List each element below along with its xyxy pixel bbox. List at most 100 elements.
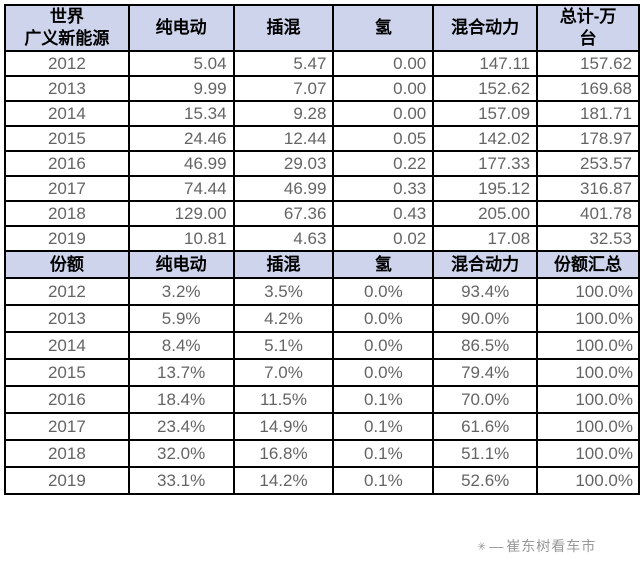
value-cell: 0.0% <box>332 331 435 361</box>
value-cell: 14.9% <box>232 412 335 442</box>
value-cell: 10.81 <box>127 225 235 253</box>
value-cell: 79.4% <box>432 358 539 388</box>
table-row: 2015 13.7% 7.0% 0.0% 79.4% 100.0% <box>4 358 640 388</box>
value-cell: 5.9% <box>127 304 235 334</box>
column-header: 纯电动 <box>127 3 235 53</box>
watermark-text: 崔东树看车市 <box>506 538 597 554</box>
value-cell: 12.44 <box>232 125 335 153</box>
value-cell: 100.0% <box>536 412 640 442</box>
value-cell: 0.1% <box>332 439 435 469</box>
value-cell: 51.1% <box>432 439 539 469</box>
value-cell: 100.0% <box>536 385 640 415</box>
value-cell: 100.0% <box>536 304 640 334</box>
value-cell: 86.5% <box>432 331 539 361</box>
value-cell: 100.0% <box>536 277 640 307</box>
value-cell: 0.22 <box>332 150 435 178</box>
year-cell: 2013 <box>4 304 130 334</box>
value-cell: 0.00 <box>332 75 435 103</box>
value-cell: 0.02 <box>332 225 435 253</box>
value-cell: 4.63 <box>232 225 335 253</box>
value-cell: 33.1% <box>127 466 235 496</box>
value-cell: 9.28 <box>232 100 335 128</box>
year-cell: 2016 <box>4 385 130 415</box>
table-row: 2014 15.34 9.28 0.00 157.09 181.71 <box>4 100 640 128</box>
value-cell: 7.0% <box>232 358 335 388</box>
value-cell: 15.34 <box>127 100 235 128</box>
value-cell: 0.0% <box>332 304 435 334</box>
column-header: 插混 <box>232 250 335 280</box>
value-cell: 0.1% <box>332 466 435 496</box>
value-cell: 205.00 <box>432 200 539 228</box>
year-cell: 2012 <box>4 277 130 307</box>
year-cell: 2015 <box>4 125 130 153</box>
year-cell: 2019 <box>4 225 130 253</box>
value-cell: 157.62 <box>536 50 640 78</box>
table-row: 2016 46.99 29.03 0.22 177.33 253.57 <box>4 150 640 178</box>
value-cell: 195.12 <box>432 175 539 203</box>
column-header: 氢 <box>332 3 435 53</box>
watermark-logo-icon: ✳ <box>475 539 489 554</box>
value-cell: 100.0% <box>536 358 640 388</box>
column-header: 份额汇总 <box>536 250 640 280</box>
value-cell: 401.78 <box>536 200 640 228</box>
value-cell: 147.11 <box>432 50 539 78</box>
value-cell: 93.4% <box>432 277 539 307</box>
value-cell: 18.4% <box>127 385 235 415</box>
value-cell: 152.62 <box>432 75 539 103</box>
value-cell: 0.43 <box>332 200 435 228</box>
column-header: 混合动力 <box>432 250 539 280</box>
table-row: 2014 8.4% 5.1% 0.0% 86.5% 100.0% <box>4 331 640 361</box>
table-row: 2017 23.4% 14.9% 0.1% 61.6% 100.0% <box>4 412 640 442</box>
value-cell: 100.0% <box>536 466 640 496</box>
value-cell: 0.33 <box>332 175 435 203</box>
year-cell: 2018 <box>4 439 130 469</box>
value-cell: 142.02 <box>432 125 539 153</box>
table-row: 2018 32.0% 16.8% 0.1% 51.1% 100.0% <box>4 439 640 469</box>
value-cell: 177.33 <box>432 150 539 178</box>
value-cell: 90.0% <box>432 304 539 334</box>
year-cell: 2013 <box>4 75 130 103</box>
value-cell: 7.07 <box>232 75 335 103</box>
value-cell: 52.6% <box>432 466 539 496</box>
year-cell: 2017 <box>4 175 130 203</box>
value-cell: 8.4% <box>127 331 235 361</box>
year-cell: 2012 <box>4 50 130 78</box>
value-cell: 316.87 <box>536 175 640 203</box>
year-cell: 2019 <box>4 466 130 496</box>
table-row: 2019 10.81 4.63 0.02 17.08 32.53 <box>4 225 640 253</box>
year-cell: 2018 <box>4 200 130 228</box>
value-cell: 17.08 <box>432 225 539 253</box>
value-cell: 5.47 <box>232 50 335 78</box>
year-cell: 2016 <box>4 150 130 178</box>
year-cell: 2014 <box>4 331 130 361</box>
table-row: 2012 3.2% 3.5% 0.0% 93.4% 100.0% <box>4 277 640 307</box>
value-cell: 5.1% <box>232 331 335 361</box>
value-cell: 23.4% <box>127 412 235 442</box>
value-cell: 29.03 <box>232 150 335 178</box>
new-energy-table: 世界 广义新能源 纯电动 插混氢混合动力 总计-万 台 2012 5.04 5.47 0.00… <box>4 3 640 496</box>
value-cell: 70.0% <box>432 385 539 415</box>
value-cell: 24.46 <box>127 125 235 153</box>
value-cell: 61.6% <box>432 412 539 442</box>
value-cell: 100.0% <box>536 331 640 361</box>
value-cell: 67.36 <box>232 200 335 228</box>
watermark: ✳ — 崔东树看车市 <box>475 536 640 556</box>
value-cell: 3.2% <box>127 277 235 307</box>
value-cell: 11.5% <box>232 385 335 415</box>
value-cell: 32.0% <box>127 439 235 469</box>
value-cell: 3.5% <box>232 277 335 307</box>
table-row: 2018 129.00 67.36 0.43 205.00 401.78 <box>4 200 640 228</box>
value-cell: 32.53 <box>536 225 640 253</box>
year-cell: 2015 <box>4 358 130 388</box>
table-row: 2016 18.4% 11.5% 0.1% 70.0% 100.0% <box>4 385 640 415</box>
value-cell: 13.7% <box>127 358 235 388</box>
value-cell: 100.0% <box>536 439 640 469</box>
header-row: 世界 广义新能源 纯电动 插混氢混合动力 总计-万 台 <box>4 3 640 53</box>
value-cell: 178.97 <box>536 125 640 153</box>
column-header: 插混 <box>232 3 335 53</box>
table-body: 世界 广义新能源 纯电动 插混氢混合动力 总计-万 台 2012 5.04 5.47 0.00… <box>4 3 640 496</box>
watermark-dash: — <box>489 538 505 554</box>
value-cell: 74.44 <box>127 175 235 203</box>
column-header: 份额 <box>4 250 130 280</box>
table-row: 2017 74.44 46.99 0.33 195.12 316.87 <box>4 175 640 203</box>
